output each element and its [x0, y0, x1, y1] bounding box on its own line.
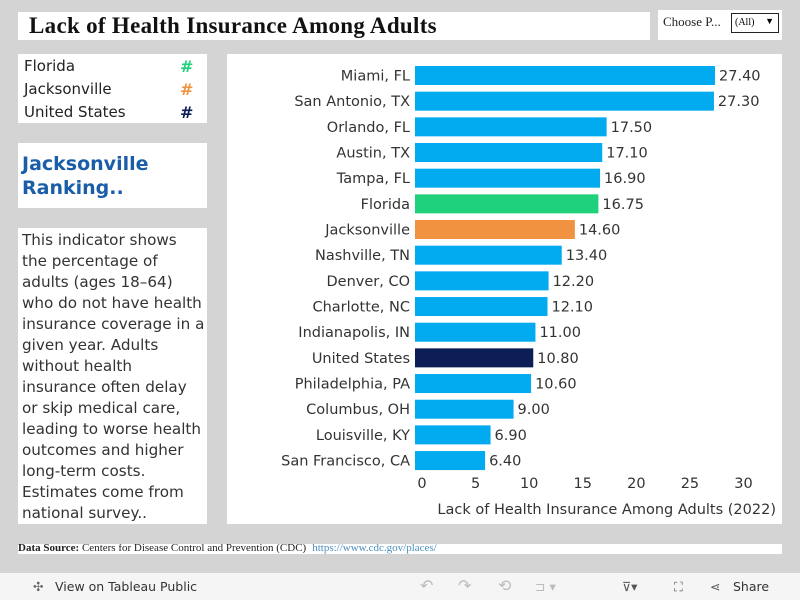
legend-hash-icon: #: [180, 57, 194, 76]
filter-panel: Choose P... (All) ▼: [658, 10, 782, 40]
refresh-icon[interactable]: ⊐ ▾: [535, 579, 556, 594]
bar[interactable]: [415, 220, 575, 240]
value-label: 11.00: [539, 325, 581, 341]
category-label: Columbus, OH: [306, 402, 410, 418]
ranking-title: Jacksonville Ranking..: [22, 153, 149, 199]
description-panel: This indicator shows the percentage of a…: [18, 228, 207, 524]
bar[interactable]: [415, 194, 599, 214]
filter-value: (All): [735, 17, 755, 28]
x-axis-title: Lack of Health Insurance Among Adults (2…: [437, 502, 776, 518]
bar[interactable]: [415, 143, 603, 163]
x-tick-label: 15: [574, 476, 592, 492]
redo-icon[interactable]: ↷: [458, 576, 472, 595]
filter-dropdown[interactable]: (All) ▼: [731, 13, 779, 33]
source-link[interactable]: https://www.cdc.gov/places/: [312, 544, 437, 554]
category-label: Orlando, FL: [327, 120, 410, 136]
value-label: 10.80: [537, 351, 579, 367]
x-tick-label: 30: [734, 476, 752, 492]
description-text: This indicator shows the percentage of a…: [22, 231, 205, 522]
category-label: Jacksonville: [324, 223, 410, 239]
bar[interactable]: [415, 451, 486, 471]
value-label: 16.75: [602, 197, 644, 213]
legend-united-states: United States: [24, 103, 126, 121]
bar-chart: Miami, FL 27.40 San Antonio, TX 27.30 Orland…: [281, 66, 776, 518]
share-icon[interactable]: ⋖: [710, 579, 721, 594]
bar[interactable]: [415, 91, 714, 111]
bar[interactable]: [415, 425, 491, 445]
bar[interactable]: [415, 399, 514, 419]
bar[interactable]: [415, 117, 607, 137]
category-label: Nashville, TN: [315, 248, 410, 264]
bar[interactable]: [415, 297, 548, 317]
category-label: Denver, CO: [327, 274, 411, 290]
title-panel: Lack of Health Insurance Among Adults: [18, 12, 650, 40]
source-text: Centers for Disease Control and Preventi…: [81, 544, 307, 554]
value-label: 17.10: [606, 146, 648, 162]
view-on-tableau-button[interactable]: View on Tableau Public: [55, 579, 198, 594]
category-label: United States: [312, 351, 410, 367]
value-label: 14.60: [579, 223, 621, 239]
bar[interactable]: [415, 271, 549, 291]
value-label: 6.90: [495, 428, 527, 444]
legend-hash-icon: #: [180, 80, 194, 99]
category-label: Austin, TX: [336, 146, 410, 162]
page-title: Lack of Health Insurance Among Adults: [29, 13, 437, 38]
fullscreen-icon[interactable]: ⛶: [674, 579, 683, 594]
source-panel: Data Source: Centers for Disease Control…: [18, 544, 782, 554]
bar[interactable]: [415, 168, 601, 188]
value-label: 27.30: [718, 94, 760, 110]
category-label: Philadelphia, PA: [295, 377, 410, 393]
download-icon[interactable]: ⊽▾: [622, 579, 638, 594]
legend-jacksonville: Jacksonville: [24, 80, 112, 98]
bar[interactable]: [415, 245, 562, 265]
bar[interactable]: [415, 322, 536, 342]
tableau-toolbar: ✣ View on Tableau Public ↶ ↷ ⟲ ⊐ ▾ ⊽▾ ⛶ …: [0, 573, 800, 600]
category-label: Charlotte, NC: [312, 300, 410, 316]
undo-icon[interactable]: ↶: [420, 576, 434, 595]
category-label: Indianapolis, IN: [298, 325, 410, 341]
value-label: 10.60: [535, 377, 577, 393]
category-label: Miami, FL: [341, 69, 410, 85]
bar[interactable]: [415, 348, 534, 368]
value-label: 12.20: [553, 274, 595, 290]
legend-hash-icon: #: [180, 103, 194, 122]
share-button[interactable]: Share: [733, 579, 770, 594]
category-label: San Antonio, TX: [294, 94, 410, 110]
tableau-logo-icon: ✣: [33, 579, 44, 594]
category-label: Florida: [361, 197, 410, 213]
x-tick-label: 0: [417, 476, 426, 492]
color-legend: Florida # Jacksonville # United States #: [18, 54, 207, 123]
category-label: Tampa, FL: [336, 171, 410, 187]
category-label: San Francisco, CA: [281, 454, 410, 470]
value-label: 17.50: [611, 120, 653, 136]
source-label: Data Source:: [18, 544, 80, 554]
value-label: 12.10: [551, 300, 593, 316]
bar[interactable]: [415, 374, 532, 394]
revert-icon[interactable]: ⟲: [498, 576, 512, 595]
x-tick-label: 10: [520, 476, 538, 492]
ranking-panel: Jacksonville Ranking..: [18, 143, 207, 208]
filter-label: Choose P...: [663, 14, 721, 29]
x-tick-label: 20: [627, 476, 645, 492]
x-tick-label: 25: [681, 476, 699, 492]
legend-florida: Florida: [24, 57, 76, 75]
value-label: 9.00: [518, 402, 550, 418]
value-label: 16.90: [604, 171, 646, 187]
value-label: 27.40: [719, 69, 761, 85]
value-label: 6.40: [489, 454, 521, 470]
value-label: 13.40: [566, 248, 608, 264]
bar[interactable]: [415, 66, 716, 85]
bar-chart-panel: Miami, FL 27.40 San Antonio, TX 27.30 Orland…: [227, 54, 782, 524]
dropdown-arrow-icon: ▼: [765, 16, 774, 26]
category-label: Louisville, KY: [316, 428, 410, 444]
x-tick-label: 5: [471, 476, 480, 492]
